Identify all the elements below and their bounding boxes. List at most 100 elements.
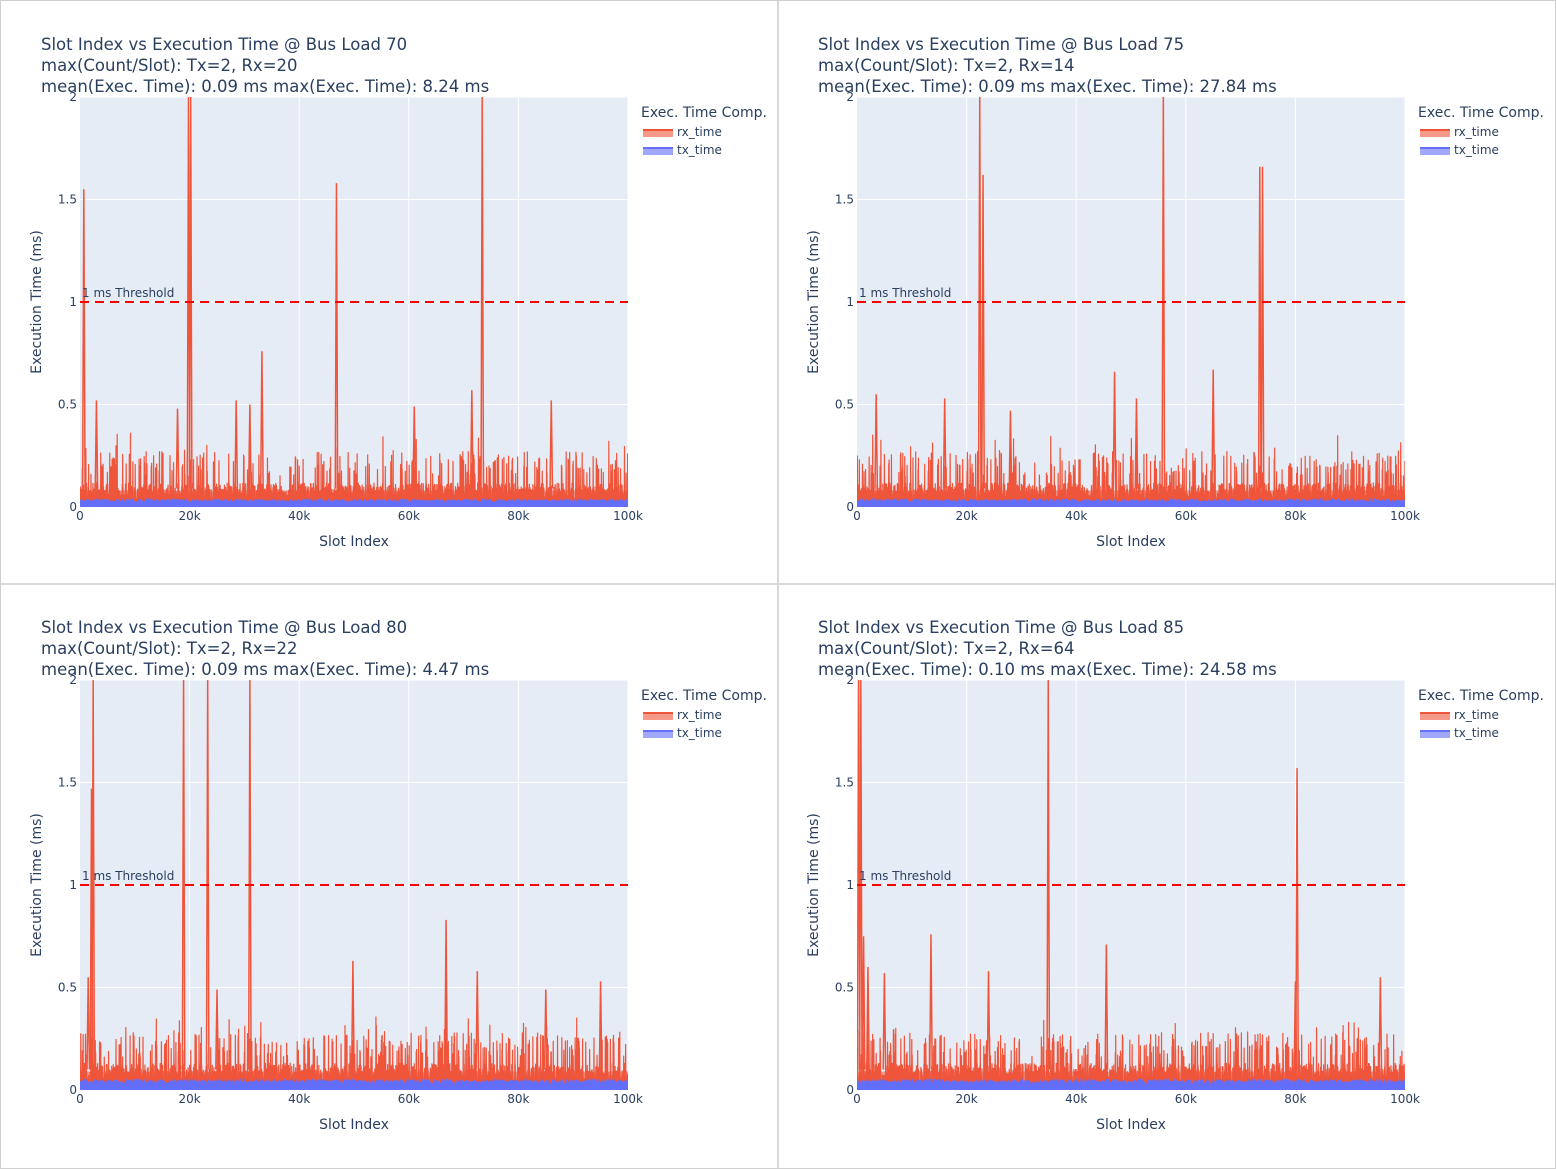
legend-label: tx_time	[677, 143, 722, 157]
y-tick-label: 1.5	[58, 776, 77, 790]
threshold-annotation: 1 ms Threshold	[82, 286, 174, 300]
series-spike-rx_time	[188, 97, 193, 489]
x-tick-label: 40k	[288, 1092, 310, 1106]
x-tick-label: 40k	[1065, 509, 1087, 523]
series-spike-rx_time	[259, 351, 264, 489]
chart-title-line: max(Count/Slot): Tx=2, Rx=22	[41, 639, 298, 658]
legend-item-tx_time[interactable]: tx_time	[1420, 726, 1499, 740]
chart-title-line: max(Count/Slot): Tx=2, Rx=20	[41, 56, 298, 75]
chart-svg: Slot Index vs Execution Time @ Bus Load …	[29, 618, 767, 1133]
y-tick-label: 0	[69, 1083, 77, 1097]
series-spike-rx_time	[1134, 398, 1139, 489]
series-spike-rx_time	[205, 680, 210, 1070]
x-tick-label: 40k	[1065, 1092, 1087, 1106]
series-spike-rx_time	[350, 960, 355, 1070]
y-tick-label: 2	[69, 90, 77, 104]
threshold-annotation: 1 ms Threshold	[82, 869, 174, 883]
legend-item-rx_time[interactable]: rx_time	[1420, 125, 1499, 139]
series-group	[857, 680, 1405, 1090]
x-axis-label: Slot Index	[1096, 534, 1166, 550]
x-tick-label: 60k	[1175, 1092, 1197, 1106]
legend[interactable]: Exec. Time Comp. rx_time tx_time	[1418, 688, 1544, 740]
y-tick-label: 0	[846, 500, 854, 514]
series-spike-rx_time	[1293, 981, 1298, 1070]
y-tick-label: 1	[846, 878, 854, 892]
y-tick-label: 0.5	[835, 398, 854, 412]
x-tick-label: 60k	[398, 1092, 420, 1106]
x-tick-label: 100k	[1390, 1092, 1420, 1106]
x-tick-label: 0	[76, 1092, 84, 1106]
x-axis-label: Slot Index	[1096, 1117, 1166, 1133]
series-spike-rx_time	[1295, 768, 1299, 1070]
x-tick-label: 0	[76, 509, 84, 523]
series-spike-rx_time	[861, 936, 866, 1070]
chart-title-line: mean(Exec. Time): 0.10 ms max(Exec. Time…	[818, 660, 1277, 679]
chart-panel-bus-load-85: Slot Index vs Execution Time @ Bus Load …	[777, 583, 1554, 1166]
legend-label: rx_time	[677, 708, 722, 722]
legend-item-rx_time[interactable]: rx_time	[643, 708, 722, 722]
y-tick-label: 1.5	[835, 193, 854, 207]
legend-swatch	[1420, 148, 1450, 155]
series-spike-rx_time	[1104, 944, 1109, 1070]
series-spike-rx_time	[1260, 166, 1265, 489]
legend-swatch	[643, 130, 673, 137]
chart-svg: Slot Index vs Execution Time @ Bus Load …	[806, 35, 1544, 550]
chart-title-line: mean(Exec. Time): 0.09 ms max(Exec. Time…	[41, 660, 489, 679]
legend-item-tx_time[interactable]: tx_time	[643, 726, 722, 740]
chart-panel-bus-load-75: Slot Index vs Execution Time @ Bus Load …	[777, 0, 1554, 583]
chart-title-line: Slot Index vs Execution Time @ Bus Load …	[818, 35, 1184, 54]
series-spike-rx_time	[469, 390, 474, 489]
legend-swatch	[643, 713, 673, 720]
legend-swatch	[1420, 713, 1450, 720]
chart-svg: Slot Index vs Execution Time @ Bus Load …	[806, 618, 1544, 1133]
series-spike-rx_time	[981, 174, 985, 489]
series-spike-rx_time	[334, 183, 339, 489]
y-tick-label: 0.5	[58, 398, 77, 412]
series-spike-rx_time	[475, 971, 480, 1070]
chart-title-line: max(Count/Slot): Tx=2, Rx=14	[818, 56, 1075, 75]
x-tick-label: 80k	[507, 509, 529, 523]
legend-item-tx_time[interactable]: tx_time	[1420, 143, 1499, 157]
y-tick-label: 1	[846, 295, 854, 309]
series-spike-rx_time	[181, 680, 186, 1070]
legend[interactable]: Exec. Time Comp. rx_time tx_time	[1418, 105, 1544, 157]
x-tick-label: 80k	[1284, 509, 1306, 523]
legend[interactable]: Exec. Time Comp. rx_time tx_time	[641, 688, 767, 740]
threshold-annotation: 1 ms Threshold	[859, 286, 951, 300]
legend-label: rx_time	[677, 125, 722, 139]
chart-title-line: mean(Exec. Time): 0.09 ms max(Exec. Time…	[818, 77, 1277, 96]
x-tick-label: 100k	[613, 509, 643, 523]
y-axis-label: Execution Time (ms)	[29, 230, 45, 374]
series-spike-rx_time	[215, 989, 219, 1070]
threshold-annotation: 1 ms Threshold	[859, 869, 951, 883]
legend-swatch	[643, 731, 673, 738]
x-tick-label: 20k	[955, 1092, 977, 1106]
y-axis-label: Execution Time (ms)	[29, 813, 45, 957]
legend-label: rx_time	[1454, 708, 1499, 722]
series-spike-rx_time	[598, 981, 603, 1070]
legend-label: tx_time	[677, 726, 722, 740]
legend[interactable]: Exec. Time Comp. rx_time tx_time	[641, 105, 767, 157]
series-spike-rx_time	[91, 680, 96, 1070]
x-tick-label: 60k	[1175, 509, 1197, 523]
series-spike-rx_time	[175, 408, 180, 489]
y-axis-label: Execution Time (ms)	[806, 230, 822, 374]
y-tick-label: 0	[69, 500, 77, 514]
series-group	[80, 97, 628, 507]
legend-item-tx_time[interactable]: tx_time	[643, 143, 722, 157]
legend-swatch	[1420, 130, 1450, 137]
series-spike-rx_time	[81, 189, 86, 489]
y-axis-label: Execution Time (ms)	[806, 813, 822, 957]
x-tick-label: 0	[853, 509, 861, 523]
x-tick-label: 100k	[613, 1092, 643, 1106]
series-spike-rx_time	[412, 406, 417, 489]
series-spike-rx_time	[234, 400, 239, 489]
series-group	[857, 97, 1405, 507]
x-tick-label: 60k	[398, 509, 420, 523]
chart-title-line: mean(Exec. Time): 0.09 ms max(Exec. Time…	[41, 77, 489, 96]
legend-item-rx_time[interactable]: rx_time	[1420, 708, 1499, 722]
series-spike-rx_time	[549, 400, 554, 489]
legend-item-rx_time[interactable]: rx_time	[643, 125, 722, 139]
y-tick-label: 1.5	[835, 776, 854, 790]
